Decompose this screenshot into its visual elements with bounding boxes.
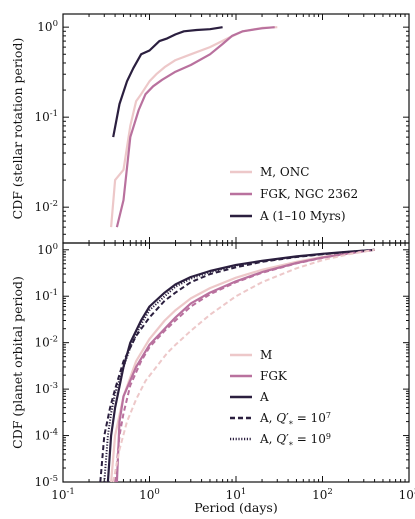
top-series xyxy=(110,26,278,228)
y-tick-label: 10-3 xyxy=(34,381,58,396)
top-ylabel: CDF (stellar rotation period) xyxy=(10,38,25,220)
legend-label: A xyxy=(259,390,269,404)
x-tick-label: 101 xyxy=(226,487,247,502)
legend-label: A (1–10 Myrs) xyxy=(259,209,346,223)
y-tick-label: 10-2 xyxy=(34,199,58,214)
x-tick-label: 102 xyxy=(312,487,333,502)
series-line xyxy=(112,248,375,483)
top-panel: 10-2 10-1 100 M, ONC FGK, NGC 2362 A (1–10 M… xyxy=(10,13,410,244)
y-tick-label: 100 xyxy=(37,242,58,257)
legend-label: A, Q′* = 107 xyxy=(259,411,331,429)
bottom-panel: 10-510-410-310-210-110010-1100101102103 … xyxy=(10,242,415,515)
y-tick-label: 10-2 xyxy=(34,335,58,350)
series-line xyxy=(103,248,375,483)
series-line xyxy=(114,248,375,483)
series-line xyxy=(99,248,375,483)
legend-label: A, Q′* = 109 xyxy=(259,432,331,450)
x-tick-label: 100 xyxy=(139,487,160,502)
legend-label: FGK xyxy=(260,369,288,383)
legend-label: M, ONC xyxy=(260,165,309,179)
y-tick-label: 100 xyxy=(37,19,58,34)
legend-label: M xyxy=(260,348,272,362)
top-ticks: 10-2 10-1 100 xyxy=(34,14,410,244)
y-tick-label: 10-4 xyxy=(34,428,58,443)
bottom-xlabel: Period (days) xyxy=(194,500,277,515)
series-line xyxy=(106,248,375,483)
x-tick-label: 10-1 xyxy=(51,487,75,502)
y-tick-label: 10-1 xyxy=(34,288,58,303)
y-tick-label: 10-5 xyxy=(34,474,58,489)
bottom-legend: M FGK A A, Q′* = 107 A, Q′* = 109 xyxy=(230,348,331,450)
bottom-series xyxy=(99,248,375,483)
series-line xyxy=(110,26,278,228)
bottom-ylabel: CDF (planet orbital period) xyxy=(10,276,25,449)
x-tick-label: 103 xyxy=(399,487,415,502)
bottom-ticks: 10-5 10-4 10-3 10-2 10-1 100 10-1 100 101 102 103 xyxy=(34,242,415,502)
legend-label: FGK, NGC 2362 xyxy=(260,187,358,201)
series-line xyxy=(115,248,375,483)
series-line xyxy=(112,26,223,138)
series-line xyxy=(110,248,375,483)
series-line xyxy=(115,26,275,228)
top-legend: M, ONC FGK, NGC 2362 A (1–10 Myrs) xyxy=(230,165,358,223)
y-tick-label: 10-1 xyxy=(34,109,58,124)
